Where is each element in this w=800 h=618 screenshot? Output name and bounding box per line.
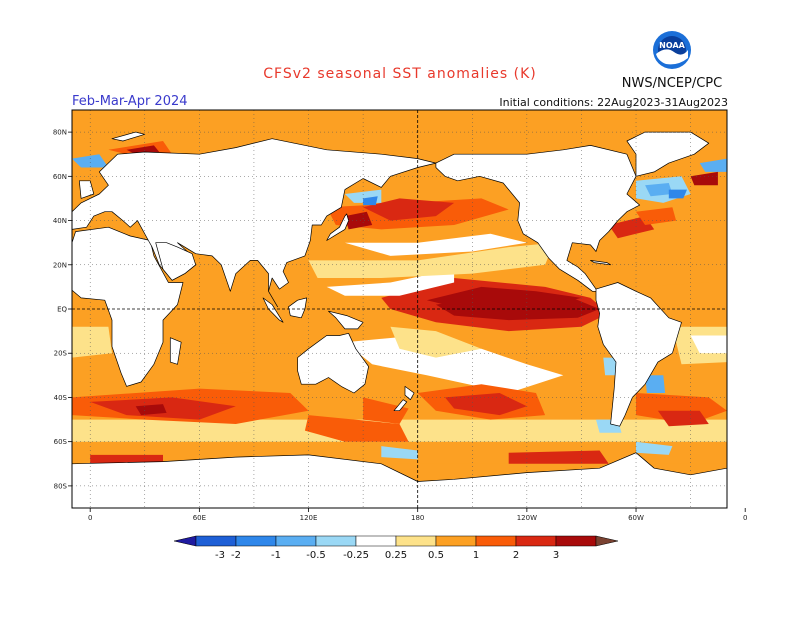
land-cuba [590,260,611,266]
anomaly-patch [636,393,727,424]
anomaly-patch [645,183,673,197]
y-tick-label: 20N [53,261,67,269]
colorbar-swatch [173,535,197,547]
colorbar-swatch [595,535,619,547]
x-tick-label: 60E [193,514,206,522]
colorbar-swatch [275,535,317,547]
y-tick-label: 80S [54,482,68,490]
anomaly-patch [690,335,727,354]
y-tick-label: 80N [53,129,67,137]
x-tick-label: 120E [300,514,318,522]
anomaly-patch [326,269,455,296]
land-arabia [155,242,197,281]
anomaly-patch [363,397,409,424]
land-greenland [626,131,710,177]
colorbar-label: 2 [513,550,519,561]
colorbar-swatch [435,535,477,547]
y-tick-label: 40S [54,394,68,402]
x-tick-label: 60W [628,514,644,522]
colorbar-label: -3 [215,550,225,561]
colorbar-label: -0.25 [343,550,369,561]
colorbar-label: -2 [231,550,241,561]
anomaly-patch [426,286,582,305]
y-tick-label: 20S [54,350,68,358]
anomaly-patch [690,171,718,186]
colorbar-swatch [475,535,517,547]
anomaly-patch [90,454,163,464]
land-japan [326,213,349,241]
anomaly-patch [344,335,564,393]
colorbar-swatch [355,535,397,547]
colorbar-label: 0.25 [385,550,407,561]
svg-text:NOAA: NOAA [659,41,685,50]
anomaly-patch [636,441,673,455]
y-tick-label: EQ [57,306,67,314]
x-tick-label: 0 [88,514,92,522]
anomaly-patch [390,326,482,358]
colorbar-label: 0.5 [428,550,444,561]
land-madagascar [169,337,182,365]
season-label: Feb-Mar-Apr 2024 [72,94,188,109]
anomaly-patch [603,357,618,376]
anomaly-patch [363,198,455,221]
land-south-america [595,282,682,427]
anomaly-patch [636,282,718,309]
anomaly-patch [668,189,687,199]
colorbar: -3 -2 -1 -0.5 -0.25 0.25 0.5 1 2 3 [173,535,619,561]
anomaly-patch [308,242,555,278]
colorbar-swatch [515,535,557,547]
y-tick-label: 40N [53,217,67,225]
land-new-guinea [328,310,364,330]
land-australia [297,332,369,394]
colorbar-swatch [195,535,237,547]
map-grid [72,110,727,508]
land-new-zealand-south [393,399,408,412]
anomaly-patch [72,154,109,168]
colorbar-label: 1 [473,550,479,561]
colorbar-label: -1 [271,550,281,561]
anomaly-patch [172,342,263,376]
anomaly-patch [508,450,609,464]
land-africa [72,226,184,387]
anomaly-patch [304,415,409,442]
anomaly-patch [344,233,527,256]
latitude-ticks: 80N 60N 40N 20N EQ 20S 40S 60S 80S [53,129,72,490]
noaa-logo-icon: NOAA [653,31,691,69]
y-tick-label: 60N [53,173,67,181]
x-tick-label: 120W [517,514,537,522]
anomaly-patch [657,410,709,427]
anomaly-patch [381,446,418,460]
land-new-zealand-north [404,386,415,401]
anomaly-patch [135,404,167,416]
colorbar-label: 3 [553,550,559,561]
initial-conditions-label: Initial conditions: 22Aug2023-31Aug2023 [499,96,728,109]
anomaly-patch [636,207,677,225]
anomaly-patch [445,393,527,416]
y-tick-label: 60S [54,438,68,446]
anomaly-patch [72,326,112,358]
anomaly-patch [199,286,254,314]
x-tick-label: 0 [743,514,747,522]
agency-label: NWS/NCEP/CPC [621,76,723,91]
land-sumatra [262,297,284,323]
land-north-america [435,145,641,292]
colorbar-swatch [395,535,437,547]
colorbar-swatch [235,535,277,547]
anomaly-patch [699,158,727,172]
anomaly-patch [645,375,666,393]
chart-title: CFSv2 seasonal SST anomalies (K) [263,66,537,82]
land-antarctica [72,452,727,508]
colorbar-swatch [315,535,357,547]
colorbar-label: -0.5 [306,550,326,561]
x-tick-label: 180 [411,514,424,522]
longitude-ticks: 0 60E 120E 180 120W 60W 0 [88,508,747,522]
anomaly-patch [344,211,373,230]
colorbar-swatch [555,535,597,547]
anomaly-patch [363,196,378,206]
